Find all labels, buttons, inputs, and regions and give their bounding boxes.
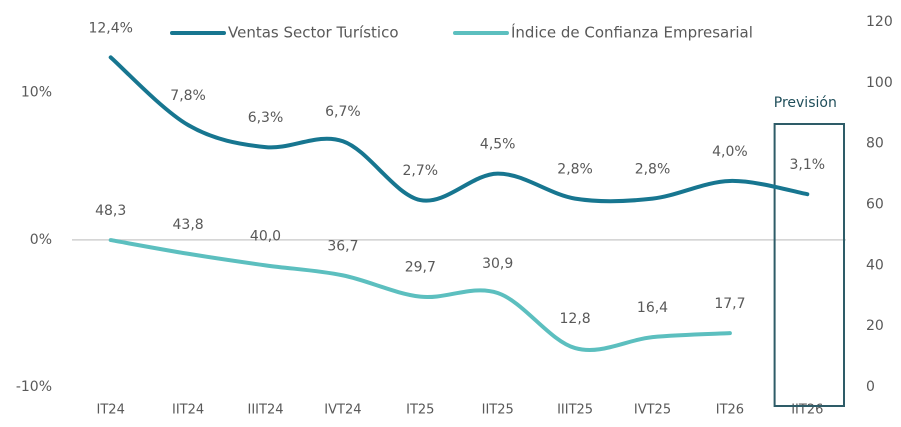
x-tick-label: IT25 (406, 403, 434, 418)
x-tick-label: IIT24 (172, 403, 204, 418)
y2-tick-label: 20 (866, 318, 884, 334)
forecast-label: Previsión (774, 95, 837, 111)
y-tick-label: 0% (30, 232, 52, 248)
series-line (108, 238, 732, 352)
data-label: 43,8 (173, 217, 204, 233)
x-tick-label: IT24 (97, 403, 125, 418)
series-line (108, 55, 810, 204)
y-tick-label: 10% (21, 85, 52, 101)
x-tick-label: IVT24 (324, 403, 361, 418)
data-label: 16,4 (637, 300, 668, 316)
legend-label: Ventas Sector Turístico (228, 24, 399, 42)
data-label: 6,3% (248, 110, 284, 126)
data-label: 7,8% (170, 88, 206, 104)
data-label: 48,3 (95, 203, 126, 219)
data-label: 2,8% (635, 162, 671, 178)
data-label: 30,9 (482, 256, 513, 272)
forecast-box (773, 123, 845, 407)
x-tick-label: IIIT24 (248, 403, 284, 418)
y2-tick-label: 120 (866, 14, 893, 30)
x-tick-label: IT26 (716, 403, 744, 418)
data-label: 2,7% (403, 163, 439, 179)
data-label: 2,8% (557, 162, 593, 178)
legend-label: Índice de Confianza Empresarial (511, 23, 753, 42)
data-label: 17,7 (714, 296, 745, 312)
data-label: 40,0 (250, 228, 281, 244)
x-tick-label: IIIT25 (557, 403, 593, 418)
x-tick-label: IIT26 (791, 403, 823, 418)
y2-tick-label: 100 (866, 75, 893, 91)
x-tick-label: IVT25 (634, 403, 671, 418)
data-label: 36,7 (327, 238, 358, 254)
y2-tick-label: 40 (866, 257, 884, 273)
y2-tick-label: 0 (866, 379, 875, 395)
data-label: 6,7% (325, 104, 361, 120)
data-label: 4,0% (712, 144, 748, 160)
data-label: 29,7 (405, 260, 436, 276)
y2-tick-label: 80 (866, 136, 884, 152)
data-label: 12,8 (560, 311, 591, 327)
data-label: 12,4% (88, 20, 132, 36)
y-tick-label: -10% (16, 379, 52, 395)
data-label: 3,1% (790, 157, 826, 173)
x-tick-label: IIT25 (482, 403, 514, 418)
y2-tick-label: 60 (866, 197, 884, 213)
data-label: 4,5% (480, 137, 516, 153)
